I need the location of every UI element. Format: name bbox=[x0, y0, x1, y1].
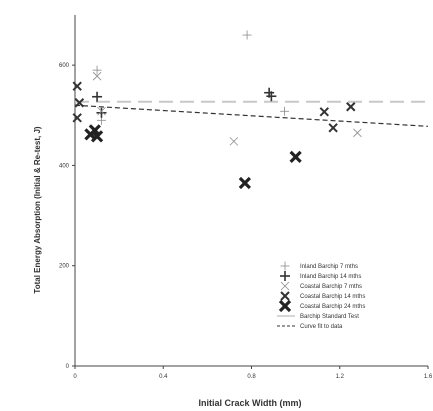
data-point bbox=[96, 107, 107, 118]
reference-lines bbox=[74, 100, 429, 127]
legend-label: Inland Barchip 14 mths bbox=[300, 274, 361, 280]
data-point bbox=[74, 98, 85, 108]
x-tick-label: 1.2 bbox=[336, 374, 345, 380]
y-tick-label: 200 bbox=[59, 264, 70, 270]
legend-label: Coastal Barchip 24 mths bbox=[300, 304, 365, 310]
axes: 0 200 400 600 0 0.4 0.8 1.2 1.6 bbox=[59, 15, 433, 380]
x-tick-label: 0.4 bbox=[159, 374, 168, 380]
data-point bbox=[346, 102, 356, 112]
data-point bbox=[280, 106, 290, 116]
legend-marker bbox=[280, 291, 290, 301]
data-point bbox=[72, 81, 82, 91]
x-tick-label: 0.8 bbox=[247, 374, 256, 380]
legend-marker bbox=[280, 281, 290, 291]
data-point bbox=[289, 150, 302, 164]
y-tick-label: 0 bbox=[66, 364, 70, 370]
y-tick-label: 600 bbox=[59, 63, 70, 69]
legend-label: Coastal Barchip 14 mths bbox=[300, 294, 365, 300]
data-point bbox=[328, 123, 338, 133]
data-point bbox=[229, 137, 239, 146]
data-point bbox=[88, 124, 101, 137]
data-point bbox=[92, 91, 103, 102]
data-point bbox=[319, 107, 330, 117]
y-axis-label: Total Energy Absorption (Initial & Re-te… bbox=[33, 126, 42, 293]
reference-line bbox=[74, 104, 429, 127]
legend-label: Barchip Standard Test bbox=[300, 314, 359, 320]
data-point bbox=[353, 128, 362, 138]
legend-label: Curve fit to data bbox=[300, 324, 343, 330]
data-point bbox=[242, 30, 252, 40]
y-tick-label: 400 bbox=[59, 163, 70, 169]
legend-marker bbox=[278, 299, 292, 313]
x-axis-label: Initial Crack Width (mm) bbox=[199, 398, 302, 408]
data-point bbox=[238, 176, 252, 190]
legend-label: Inland Barchip 7 mths bbox=[300, 264, 358, 270]
x-tick-label: 1.6 bbox=[424, 374, 433, 380]
legend-marker bbox=[280, 261, 290, 271]
data-points bbox=[72, 30, 362, 190]
data-point bbox=[72, 113, 82, 123]
data-point bbox=[97, 106, 106, 116]
data-point bbox=[92, 65, 102, 75]
legend-marker bbox=[280, 271, 290, 281]
data-point bbox=[266, 91, 277, 102]
x-tick-label: 0 bbox=[73, 374, 77, 380]
legend: Inland Barchip 7 mths Inland Barchip 14 m… bbox=[277, 261, 365, 330]
legend-label: Coastal Barchip 7 mths bbox=[300, 284, 362, 290]
data-point bbox=[92, 71, 102, 81]
